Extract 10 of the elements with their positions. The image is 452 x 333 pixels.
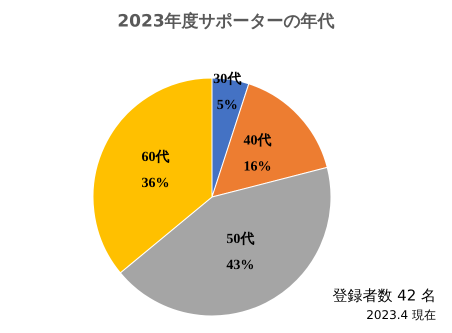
slice-label: 60代 xyxy=(141,148,170,165)
data-label: 5% xyxy=(216,98,238,114)
text: 2023.4 現在 xyxy=(366,308,436,322)
data-label: 43% xyxy=(226,258,254,274)
data-label: 36% xyxy=(141,176,170,191)
slice-label: 50代 xyxy=(226,231,254,248)
text: 登録者数 42 名 xyxy=(332,286,436,304)
slice-label: 40代 xyxy=(244,132,272,149)
chart-title: 2023年度サポーターの年代 xyxy=(117,12,335,32)
data-label: 16% xyxy=(244,160,272,175)
